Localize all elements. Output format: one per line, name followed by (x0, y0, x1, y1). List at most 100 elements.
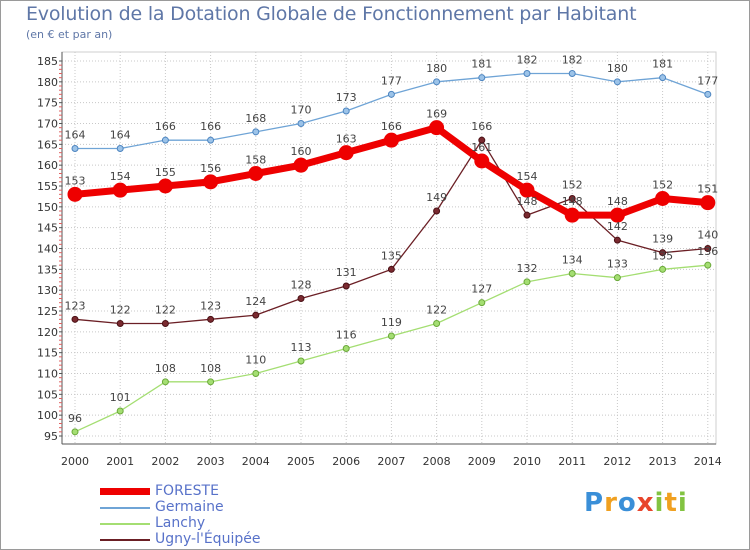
y-tick-label: 105 (37, 388, 58, 401)
data-label: 135 (652, 249, 673, 262)
data-point (613, 78, 621, 86)
data-point (387, 265, 395, 273)
x-tick-label: 2014 (694, 455, 722, 468)
data-point (478, 299, 486, 307)
data-label: 110 (245, 354, 266, 367)
data-point (613, 236, 621, 244)
y-tick-label: 140 (37, 243, 58, 256)
data-point (297, 120, 305, 127)
legend-swatch-lanchy (100, 523, 150, 525)
data-label: 108 (155, 362, 176, 375)
data-point (116, 145, 124, 152)
x-tick-label: 2009 (468, 455, 496, 468)
x-tick-label: 2013 (649, 455, 677, 468)
x-tick-label: 2003 (197, 455, 225, 468)
data-label: 108 (200, 362, 221, 375)
x-tick-label: 2008 (423, 455, 451, 468)
data-point (659, 249, 667, 257)
data-label: 119 (381, 316, 402, 329)
data-label: 181 (652, 58, 673, 71)
chart-subtitle: (en € et par an) (26, 28, 113, 41)
data-labels: 153 154 155 156 158 160 163 166 169 161 154 148 148 1… (65, 54, 719, 425)
data-point (387, 90, 395, 98)
data-point (161, 136, 169, 144)
data-label: 181 (471, 58, 492, 71)
data-point (613, 274, 621, 282)
data-label: 149 (426, 191, 447, 204)
data-point (700, 195, 716, 211)
data-label: 155 (155, 166, 176, 179)
data-point (474, 153, 490, 169)
data-label: 96 (68, 412, 82, 425)
x-tick-label: 2010 (513, 455, 541, 468)
data-point (116, 407, 124, 415)
data-label: 166 (381, 120, 402, 133)
data-point (704, 245, 712, 252)
data-point (568, 195, 576, 202)
data-point (203, 174, 219, 190)
data-label: 164 (110, 129, 131, 142)
data-label: 153 (65, 174, 86, 187)
data-label: 180 (426, 62, 447, 75)
data-point (478, 74, 486, 82)
data-point (71, 428, 79, 436)
data-label: 124 (245, 295, 266, 308)
y-tick-label: 100 (37, 409, 58, 422)
y-tick-label: 125 (37, 305, 58, 318)
data-point (568, 70, 576, 77)
y-tick-label: 165 (37, 138, 58, 151)
data-point (297, 295, 305, 302)
y-tick-label: 145 (37, 222, 58, 235)
data-point (433, 78, 441, 86)
legend-swatch-ugny (100, 539, 150, 541)
y-tick-label: 135 (37, 263, 58, 276)
logo-letter: x (636, 488, 655, 518)
data-label: 177 (381, 74, 402, 87)
data-label: 127 (471, 283, 492, 296)
data-label: 139 (652, 233, 673, 246)
data-point (564, 207, 580, 223)
data-label: 134 (562, 254, 583, 267)
data-point (157, 178, 173, 194)
data-point (383, 132, 399, 148)
data-label: 166 (471, 120, 492, 133)
chart-title: Evolution de la Dotation Globale de Fonc… (26, 3, 637, 25)
axes: 95 100 105 110 115 120 125 130 135 140 145 150 155 16… (37, 52, 722, 468)
data-point (704, 90, 712, 98)
data-label: 166 (155, 120, 176, 133)
legend-swatch-foreste (100, 488, 150, 495)
data-label: 180 (607, 62, 628, 75)
x-tick-label: 2000 (61, 455, 89, 468)
data-point (252, 128, 260, 136)
data-point (478, 136, 486, 144)
y-tick-label: 120 (37, 326, 58, 339)
data-point (116, 320, 124, 327)
data-label: 128 (291, 279, 312, 292)
data-point (523, 278, 531, 286)
data-label: 132 (517, 262, 538, 275)
data-point (207, 378, 215, 386)
data-point (207, 315, 215, 323)
data-label: 161 (471, 141, 492, 154)
data-label: 164 (65, 129, 86, 142)
data-label: 152 (652, 179, 673, 192)
data-label: 170 (291, 104, 312, 117)
x-tick-label: 2002 (151, 455, 179, 468)
data-point (609, 207, 625, 223)
data-label: 140 (697, 229, 718, 242)
data-label: 166 (200, 120, 221, 133)
legend-item-germaine: Germaine (100, 499, 360, 515)
logo-letter: r (604, 488, 618, 518)
data-label: 168 (245, 112, 266, 125)
x-tick-label: 2004 (242, 455, 270, 468)
series-layer (67, 70, 716, 436)
data-label: 136 (697, 245, 718, 258)
data-point (659, 74, 667, 82)
data-label: 148 (562, 195, 583, 208)
legend-label-ugny: Ugny-l'Équipée (155, 531, 261, 547)
proxiti-logo: Proxiti (584, 488, 688, 518)
data-label: 142 (607, 220, 628, 233)
data-point (655, 191, 671, 206)
y-tick-label: 170 (37, 118, 58, 131)
